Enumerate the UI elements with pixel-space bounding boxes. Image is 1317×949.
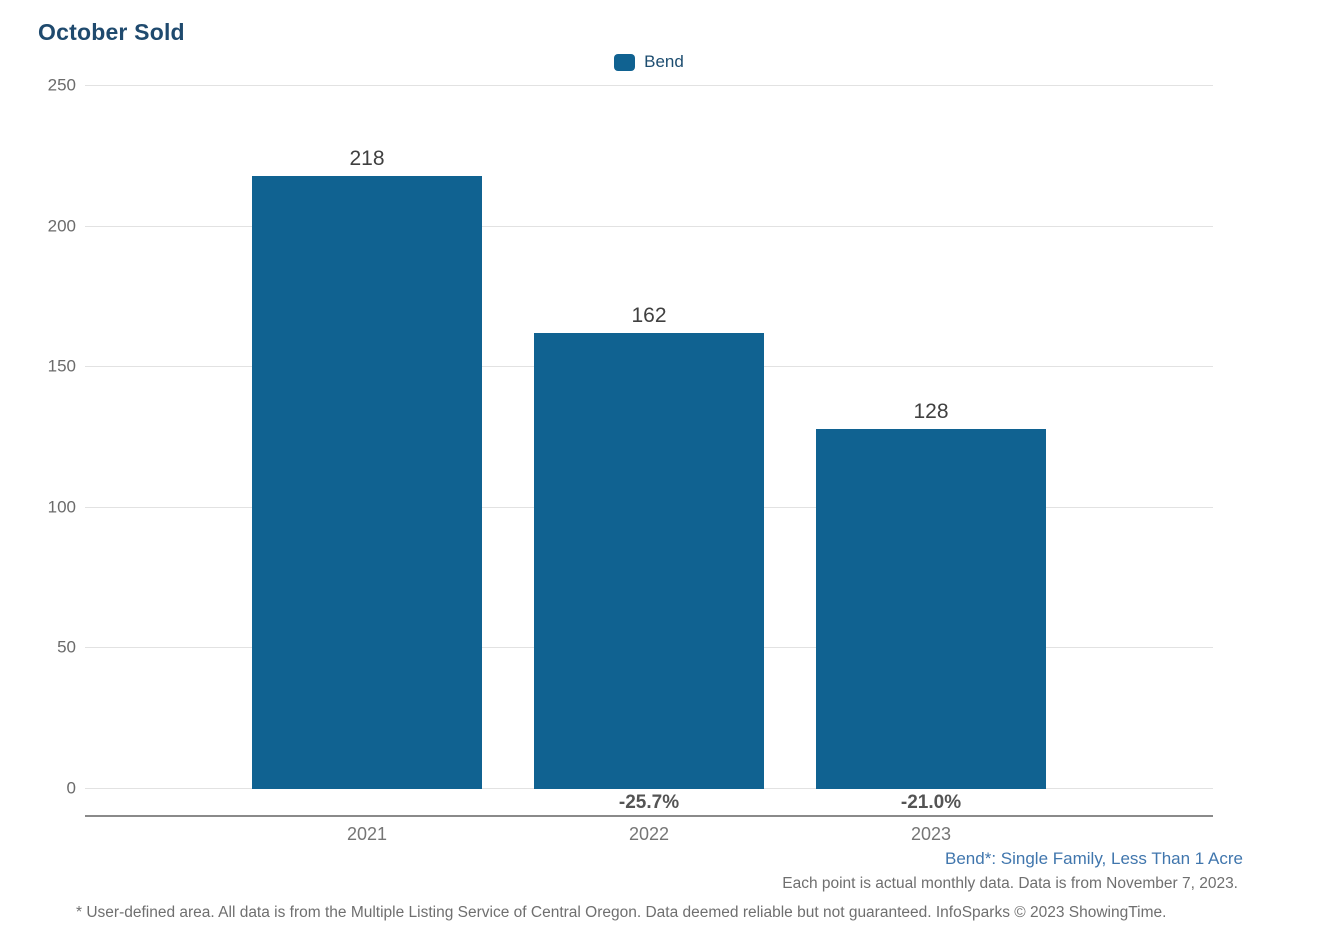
legend-label-bend[interactable]: Bend — [644, 52, 684, 71]
plot-area: 218 162 128 — [85, 85, 1213, 789]
x-tick-label-2023: 2023 — [910, 824, 952, 844]
y-tick-label-250: 250 — [47, 75, 76, 95]
x-axis-line — [85, 815, 1213, 817]
bar-value-label-2021: 218 — [349, 147, 385, 170]
gridline-y-200 — [85, 225, 1213, 227]
bar-2021[interactable] — [252, 176, 482, 789]
y-tick-label-50: 50 — [57, 637, 76, 657]
y-tick-label-200: 200 — [47, 216, 76, 236]
bar-value-label-2022: 162 — [631, 304, 667, 327]
data-source-note: Each point is actual monthly data. Data … — [782, 875, 1238, 892]
y-tick-label-100: 100 — [47, 497, 76, 517]
x-tick-label-2022: 2022 — [628, 824, 670, 844]
gridline-y-250 — [85, 85, 1213, 86]
disclaimer-note: * User-defined area. All data is from th… — [76, 904, 1167, 921]
y-tick-label-150: 150 — [47, 356, 76, 376]
legend: Bend — [85, 52, 1213, 72]
series-definition-note: Bend*: Single Family, Less Than 1 Acre — [945, 849, 1243, 868]
chart-title: October Sold — [38, 19, 185, 45]
legend-swatch-bend — [614, 53, 636, 71]
bar-2022[interactable] — [534, 333, 764, 789]
pct-change-label-2023: -21.0% — [900, 792, 962, 813]
bar-value-label-2023: 128 — [913, 400, 949, 423]
x-tick-label-2021: 2021 — [346, 824, 388, 844]
pct-change-label-2022: -25.7% — [618, 792, 680, 813]
bar-2023[interactable] — [816, 429, 1046, 789]
y-axis: 0 50 100 150 200 250 — [0, 76, 76, 798]
y-tick-label-0: 0 — [66, 778, 76, 798]
